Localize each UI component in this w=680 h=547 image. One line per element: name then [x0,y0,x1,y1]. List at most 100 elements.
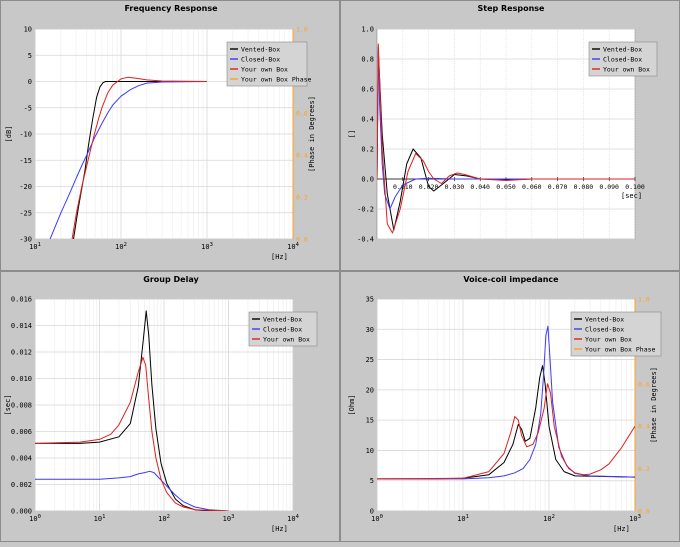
y-tick-label: 0.014 [11,322,32,330]
series-line-vented-box [377,365,635,480]
x-tick-label: 101 [29,242,41,251]
x-tick-label: 103 [629,514,641,523]
voice-coil-impedance-chart: Voice-coil impedance353025201510501.00.8… [348,275,662,533]
legend: Vented-Box Closed-Box Your own Box Your own… [570,311,662,357]
voice-coil-impedance-panel: Voice-coil impedance353025201510501.00.8… [340,271,680,542]
legend: Vented-Box Closed-Box Your own Box [248,311,318,347]
x-tick-label: 101 [457,514,469,523]
y2-tick-label: 0.0 [638,508,650,516]
legend: Vented-Box Closed-Box Your own Box [588,41,658,77]
frequency-response-chart: Frequency Response1050-5-10-15-20-25-301… [5,4,316,261]
y-tick-label: -25 [19,209,32,217]
x-tick-label: 0.060 [522,183,542,191]
y2-axis-label: [Phase in Degrees] [650,367,658,443]
legend-label: Your own Box [585,336,632,344]
series-line-closed-box [49,81,208,239]
series-group [377,325,635,480]
x-axis-label: [Hz] [613,525,630,533]
x-tick-label: 0.090 [599,183,619,191]
group-delay-chart: Group Delay 0.016 0.014 0.012 0.010 0.008 0.00… [4,275,318,533]
x-tick-label: 0.050 [496,183,516,191]
x-tick-label: 0.070 [548,183,568,191]
chart-title: Frequency Response [124,4,218,13]
chart-title: Voice-coil impedance [463,275,559,284]
y-tick-label: -0.2 [357,206,374,214]
x-axis-label: [Hz] [271,253,288,261]
x-tick-label: 0.040 [470,183,490,191]
series-group [35,310,229,511]
legend-label: Closed-Box [263,326,302,334]
y-tick-label: 0.010 [11,375,32,383]
y-tick-label: -15 [19,157,32,165]
y-tick-label: 5 [28,52,32,60]
series-line-your-own-box [35,356,229,511]
y-tick-label: 0 [370,508,374,516]
chart-title: Step Response [478,4,546,13]
y-tick-label: -5 [24,104,32,112]
y-tick-label: 0.006 [11,428,32,436]
legend-label: Vented-Box [241,46,280,54]
series-line-your-own-box [377,43,635,234]
y-tick-label: 0.002 [11,481,32,489]
y2-axis-label: [Phase in Degrees] [308,96,316,172]
legend-label: Closed-Box [585,326,624,334]
group-delay-panel: Group Delay 0.016 0.014 0.012 0.010 0.008 0.00… [0,271,340,542]
y-tick-label: 0.016 [11,296,32,304]
x-tick-label: 102 [158,514,170,523]
y-tick-label: 0.004 [11,455,32,463]
y-tick-label: 5 [370,477,374,485]
y2-tick-label: 0.4 [296,152,308,160]
series-line-vented-box [73,81,207,239]
y-tick-label: 25 [366,356,374,364]
series-line-your-own-box [377,383,635,480]
series-line-closed-box [35,470,229,511]
y-tick-label: 0.4 [361,116,374,124]
x-axis-label: [Hz] [271,525,288,533]
legend-label: Closed-Box [603,56,642,64]
y-tick-label: 35 [366,296,374,304]
legend-box [588,41,658,77]
y-tick-label: 20 [366,386,374,394]
x-tick-label: 103 [223,514,235,523]
step-response-chart: Step Response 1.0 0.8 0.6 0.4 0.2 0.0 -0.2 -0.4 0… [348,4,658,244]
legend-label: Your own Box Phase [585,346,656,354]
y-axis-label: [] [348,130,356,138]
y2-tick-label: 0.6 [638,380,650,388]
y-tick-label: 15 [366,417,374,425]
y-tick-label: -20 [19,183,32,191]
series-group [377,43,635,234]
x-tick-label: 104 [287,514,299,523]
y2-tick-label: 0.4 [638,423,650,431]
x-tick-label: 103 [201,242,213,251]
x-tick-label: 104 [287,242,299,251]
legend-label: Your own Box [263,336,310,344]
y-axis-label: [dB] [5,126,13,143]
y-tick-label: 1.0 [361,26,374,34]
series-line-vented-box [35,310,229,511]
y-tick-label: -30 [19,236,32,244]
y-tick-label: 0.8 [361,56,374,64]
y2-tick-label: 0.2 [638,465,650,473]
y-tick-label: 0.6 [361,86,374,94]
y-axis-label: [Ohm] [348,394,356,415]
step-response-panel: Step Response 1.0 0.8 0.6 0.4 0.2 0.0 -0.2 -0.4 0… [340,0,680,271]
frequency-response-panel: Frequency Response 10 5 0 -5 -10 -15 -20 -25 -30 1… [0,0,340,271]
legend-label: Vented-Box [263,316,302,324]
legend-label: Vented-Box [603,46,642,54]
y2-tick-label: 1.0 [638,296,650,304]
x-tick-label: 102 [543,514,555,523]
chart-title: Group Delay [143,275,199,284]
x-tick-label: 100 [29,514,41,523]
series-line-closed-box [377,46,635,210]
legend-label: Closed-Box [241,56,280,64]
y-tick-label: 30 [366,326,374,334]
x-tick-label: 101 [94,514,106,523]
y-axis-label: [sec] [4,394,12,415]
y-tick-label: 0 [28,78,32,86]
x-axis-label: [sec] [621,192,642,200]
legend: Vented-Box Closed-Box Your own Box Your own… [226,41,312,87]
legend-label: Your own Box [603,66,650,74]
y-tick-label: 0.2 [361,146,374,154]
y-tick-label: 10 [24,26,32,34]
legend-label: Your own Box Phase [241,76,312,84]
